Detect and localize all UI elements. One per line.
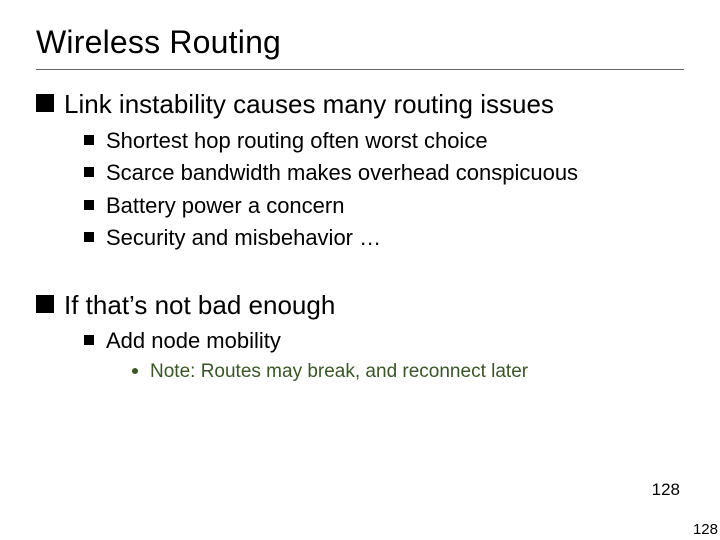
square-bullet-icon: [84, 232, 94, 242]
bullet-lvl2: Battery power a concern: [84, 192, 684, 221]
page-number-footer: 128: [693, 521, 718, 538]
lvl2-text: Security and misbehavior …: [106, 224, 381, 253]
bullet-lvl2: Shortest hop routing often worst choice: [84, 127, 684, 156]
lvl2-text: Add node mobility: [106, 327, 281, 356]
bullet-lvl1: Link instability causes many routing iss…: [36, 88, 684, 121]
lvl1-text: If that’s not bad enough: [64, 289, 335, 322]
lvl3-text: Note: Routes may break, and reconnect la…: [150, 360, 528, 385]
square-bullet-icon: [84, 167, 94, 177]
lvl2-text: Shortest hop routing often worst choice: [106, 127, 488, 156]
square-bullet-icon: [84, 335, 94, 345]
bullet-lvl3: Note: Routes may break, and reconnect la…: [132, 360, 684, 385]
title-rule: [36, 69, 684, 70]
slide: Wireless Routing Link instability causes…: [0, 0, 720, 540]
dot-bullet-icon: [132, 368, 138, 374]
bullet-lvl1: If that’s not bad enough: [36, 289, 684, 322]
bullet-lvl2: Scarce bandwidth makes overhead conspicu…: [84, 159, 684, 188]
square-bullet-icon: [36, 295, 54, 313]
spacer: [36, 257, 684, 279]
square-bullet-icon: [84, 200, 94, 210]
square-bullet-icon: [84, 135, 94, 145]
lvl1-text: Link instability causes many routing iss…: [64, 88, 554, 121]
bullet-lvl2: Add node mobility: [84, 327, 684, 356]
lvl2-text: Battery power a concern: [106, 192, 344, 221]
slide-title: Wireless Routing: [36, 24, 684, 61]
page-number: 128: [652, 480, 680, 500]
square-bullet-icon: [36, 94, 54, 112]
bullet-lvl2: Security and misbehavior …: [84, 224, 684, 253]
lvl2-text: Scarce bandwidth makes overhead conspicu…: [106, 159, 578, 188]
